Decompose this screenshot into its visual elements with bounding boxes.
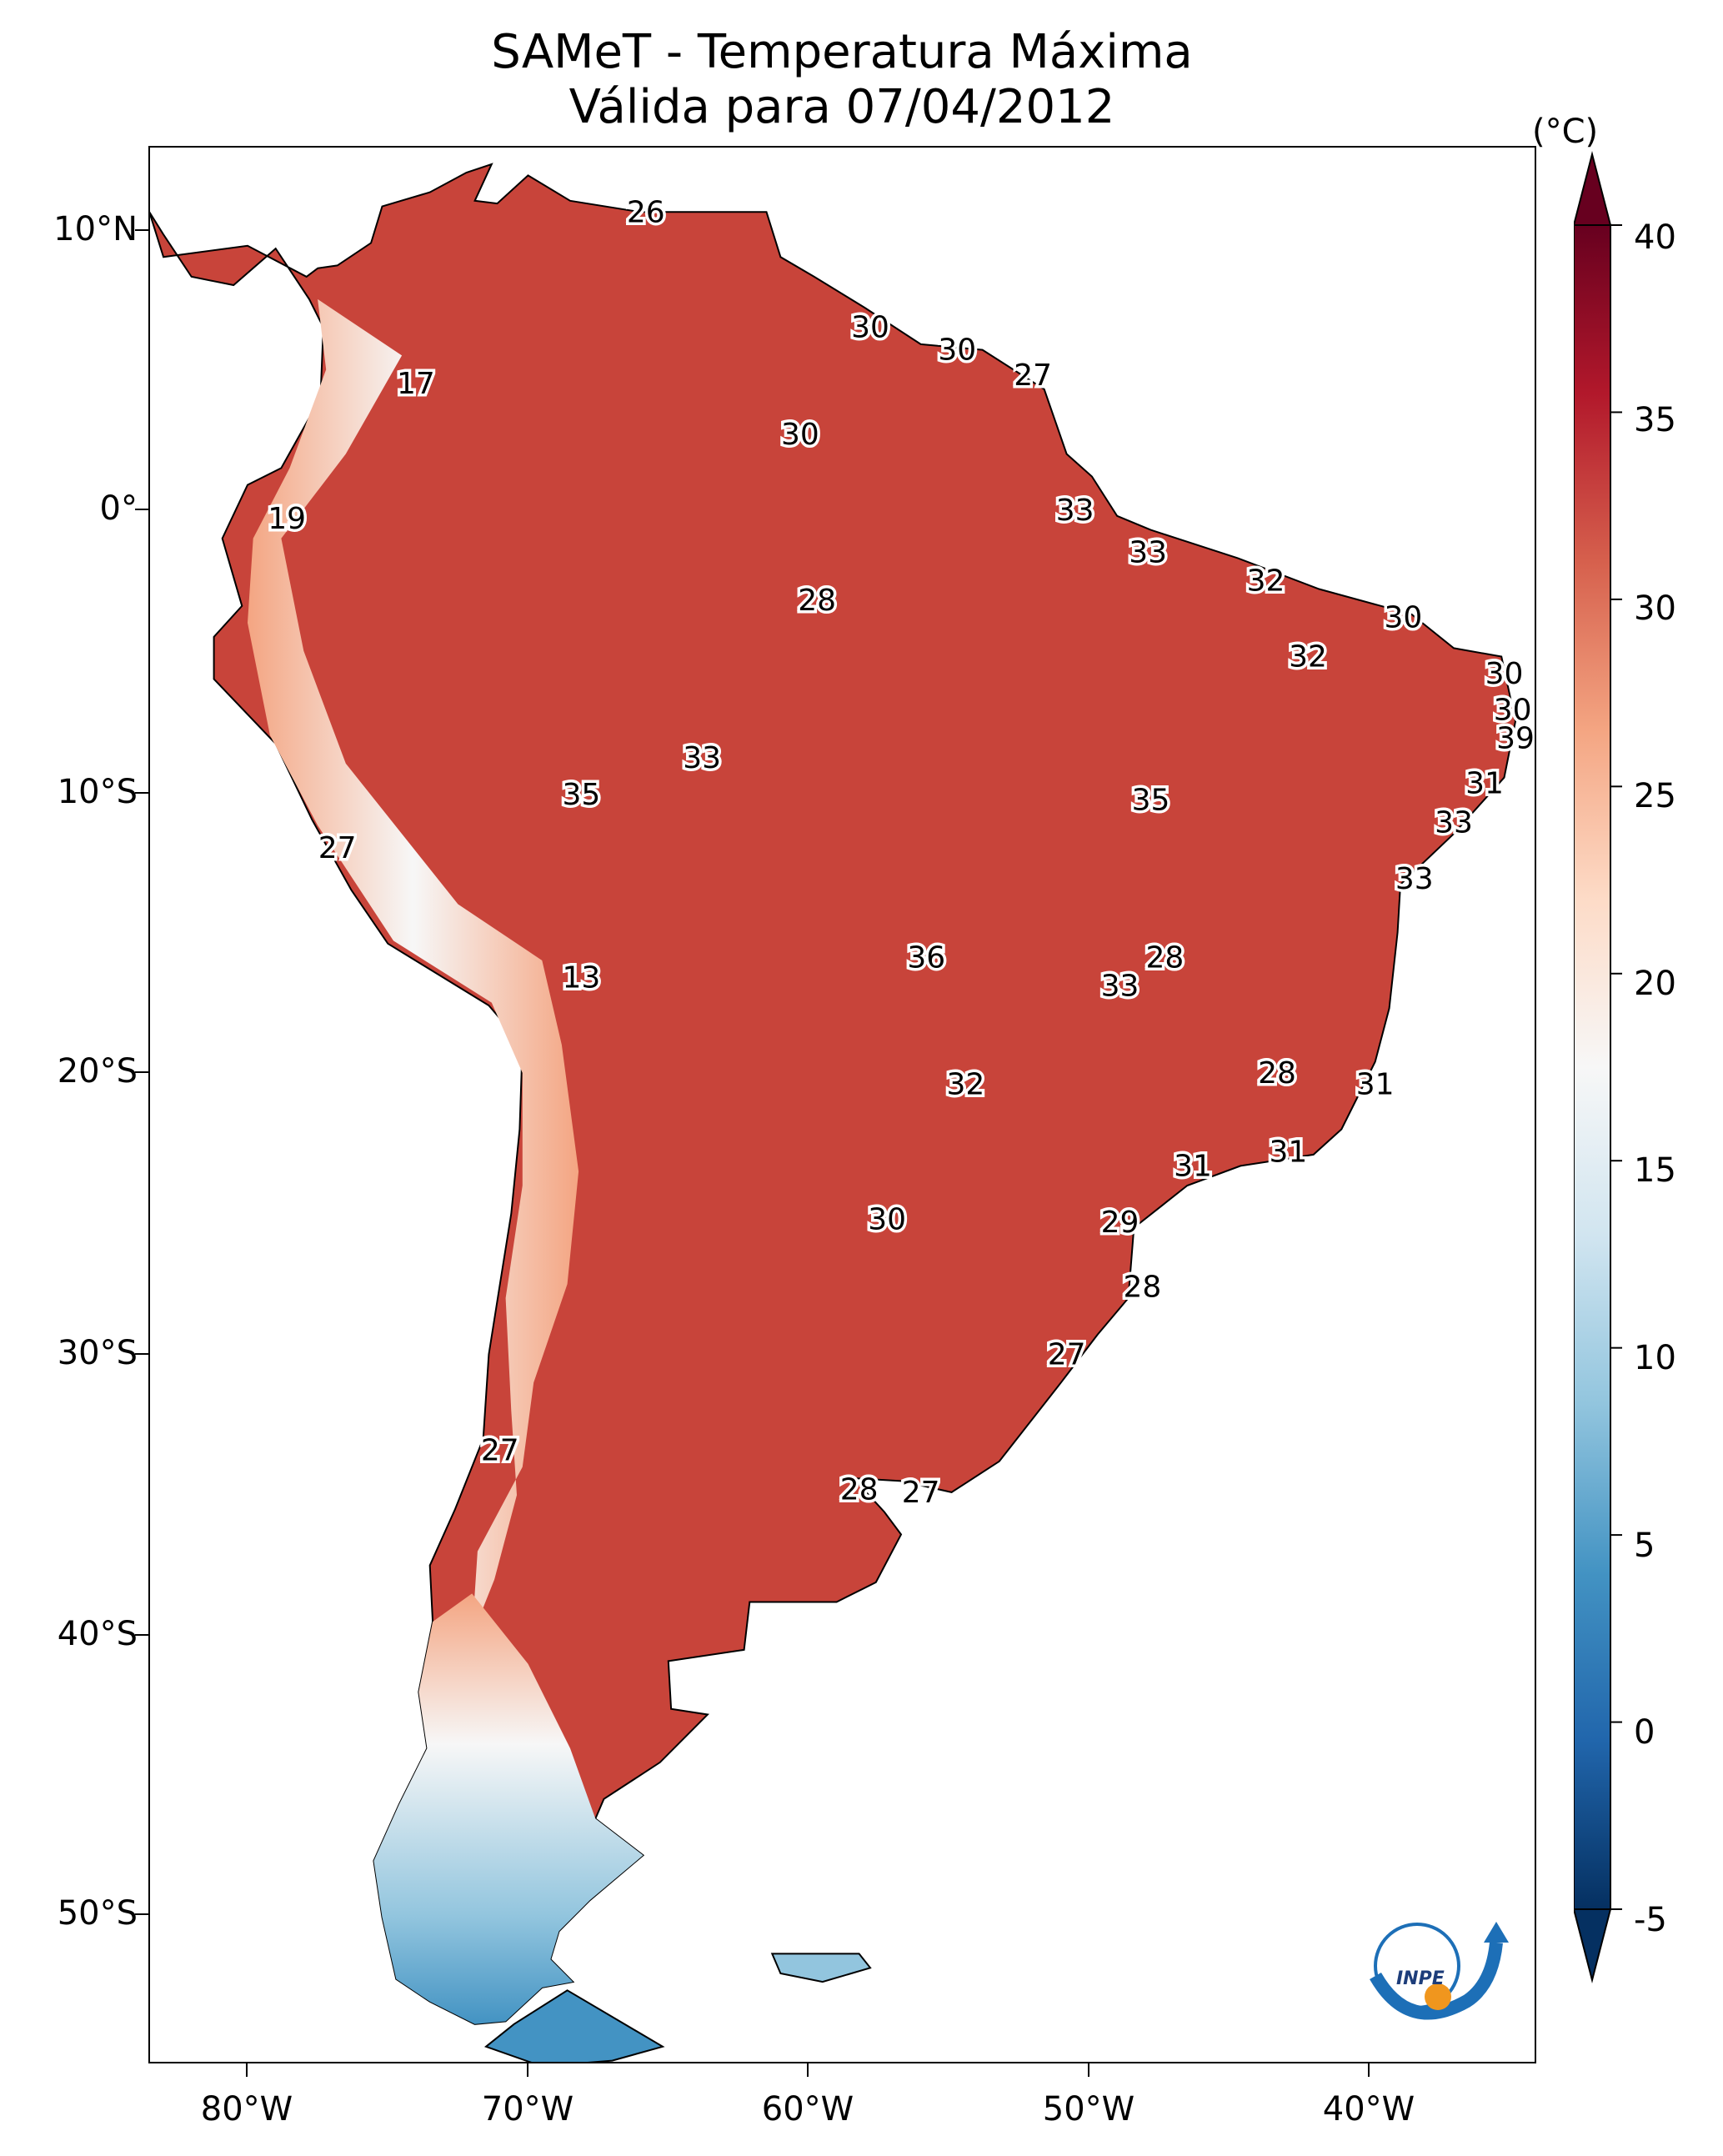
temperature-value-label: 31 bbox=[1465, 766, 1504, 800]
temperature-value-label: 30 bbox=[1494, 694, 1532, 728]
colorbar-tick-label: 20 bbox=[1634, 965, 1676, 1003]
temperature-value-label: 27 bbox=[1048, 1338, 1086, 1372]
temperature-value-label: 31 bbox=[1269, 1136, 1307, 1170]
temperature-value-label: 36 bbox=[907, 941, 945, 975]
lon-tick-label: 50°W bbox=[1042, 2090, 1135, 2128]
colorbar-min-extension bbox=[1574, 1908, 1612, 1983]
temperature-value-label: 30 bbox=[1485, 657, 1524, 691]
temperature-value-label: 27 bbox=[902, 1476, 940, 1510]
lat-tick-label: 40°S bbox=[57, 1615, 138, 1653]
temperature-value-label: 33 bbox=[1056, 494, 1094, 528]
map-area: 26 30 30 27 17 30 19 33 33 28 32 30 32 30 30 39 33 35 35 31… bbox=[148, 146, 1536, 2063]
temperature-value-label: 28 bbox=[1258, 1056, 1296, 1091]
temperature-value-label: 32 bbox=[946, 1068, 984, 1102]
colorbar-tick-label: 35 bbox=[1634, 401, 1676, 439]
lat-tick bbox=[135, 1913, 148, 1915]
temperature-value-label: 33 bbox=[1101, 969, 1139, 1003]
temperature-value-label: 33 bbox=[1395, 862, 1434, 896]
temperature-value-label: 28 bbox=[840, 1473, 879, 1507]
temperature-value-label: 31 bbox=[1174, 1149, 1212, 1183]
temperature-value-label: 28 bbox=[1145, 941, 1184, 975]
temperature-value-label: 30 bbox=[1384, 600, 1422, 634]
south-america-landmass bbox=[150, 163, 1517, 2025]
colorbar-tick-label: 40 bbox=[1634, 218, 1676, 257]
lat-tick-label: 20°S bbox=[57, 1052, 138, 1091]
colorbar-tick-label: 10 bbox=[1634, 1339, 1676, 1377]
lat-tick-label: 0° bbox=[99, 489, 138, 528]
colorbar-max-extension bbox=[1574, 151, 1612, 226]
lat-tick-label: 30°S bbox=[57, 1334, 138, 1372]
colorbar-tick-label: -5 bbox=[1634, 1901, 1667, 1939]
colorbar bbox=[1574, 151, 1622, 1983]
colorbar-tick-label: 30 bbox=[1634, 589, 1676, 628]
colorbar-gradient bbox=[1574, 224, 1611, 1910]
temperature-value-label: 32 bbox=[1247, 564, 1285, 598]
temperature-value-label: 17 bbox=[397, 367, 435, 401]
colorbar-tick-label: 0 bbox=[1634, 1713, 1655, 1752]
temperature-value-label: 33 bbox=[683, 741, 721, 775]
temperature-value-label: 27 bbox=[1014, 358, 1052, 393]
colorbar-unit: (°C) bbox=[1532, 113, 1599, 151]
inpe-logo: INPE bbox=[1370, 1922, 1509, 2020]
lon-tick bbox=[807, 2063, 809, 2077]
lat-tick bbox=[135, 1634, 148, 1636]
temperature-value-label: 13 bbox=[562, 960, 600, 995]
temperature-value-label: 27 bbox=[481, 1433, 519, 1467]
patagonia-cool-region bbox=[373, 1593, 644, 2024]
temperature-value-label: 28 bbox=[798, 584, 836, 618]
lon-tick bbox=[1088, 2063, 1089, 2077]
temperature-value-label: 26 bbox=[627, 195, 665, 229]
continent-land bbox=[150, 163, 1517, 2062]
colorbar-tick-label: 15 bbox=[1634, 1151, 1676, 1190]
lon-tick-label: 70°W bbox=[481, 2090, 574, 2128]
temperature-value-label: 27 bbox=[318, 831, 357, 865]
temperature-value-label: 32 bbox=[1289, 640, 1327, 674]
lat-tick bbox=[135, 1071, 148, 1073]
lon-tick bbox=[1368, 2063, 1370, 2077]
temperature-value-label: 29 bbox=[1101, 1206, 1139, 1240]
temperature-value-label: 28 bbox=[1123, 1271, 1161, 1305]
lat-tick-label: 50°S bbox=[57, 1894, 138, 1933]
lat-tick-label: 10°N bbox=[53, 210, 138, 248]
colorbar-tick-label: 25 bbox=[1634, 777, 1676, 815]
temperature-value-label: 30 bbox=[868, 1203, 906, 1237]
temperature-value-label: 35 bbox=[1132, 784, 1170, 818]
lat-tick bbox=[135, 1353, 148, 1355]
temperature-value-label: 35 bbox=[562, 778, 600, 812]
temperature-value-label: 31 bbox=[1356, 1068, 1395, 1102]
lon-tick-label: 80°W bbox=[200, 2090, 293, 2128]
svg-text:INPE: INPE bbox=[1396, 1968, 1445, 1989]
temperature-value-label: 33 bbox=[1435, 806, 1473, 840]
lat-tick bbox=[135, 792, 148, 794]
temperature-value-label: 30 bbox=[781, 418, 819, 452]
lat-tick bbox=[135, 509, 148, 510]
lat-tick-label: 10°S bbox=[57, 773, 138, 811]
lat-tick bbox=[135, 229, 148, 231]
lon-tick bbox=[246, 2063, 248, 2077]
temperature-value-label: 39 bbox=[1496, 721, 1535, 755]
lon-tick-label: 60°W bbox=[761, 2090, 854, 2128]
lon-tick-label: 40°W bbox=[1322, 2090, 1415, 2128]
andes-cool-band bbox=[248, 298, 579, 1748]
map-subtitle: Válida para 07/04/2012 bbox=[568, 80, 1115, 134]
lon-tick bbox=[527, 2063, 528, 2077]
temperature-value-label: 33 bbox=[1129, 536, 1167, 570]
map-title: SAMeT - Temperatura Máxima bbox=[491, 25, 1193, 79]
temperature-value-label: 30 bbox=[851, 311, 889, 345]
colorbar-tick-label: 5 bbox=[1634, 1527, 1655, 1565]
falkland-islands bbox=[770, 1953, 872, 1983]
temperature-value-label: 30 bbox=[938, 333, 976, 368]
tierra-del-fuego bbox=[483, 1989, 665, 2062]
temperature-value-label: 19 bbox=[268, 502, 306, 536]
